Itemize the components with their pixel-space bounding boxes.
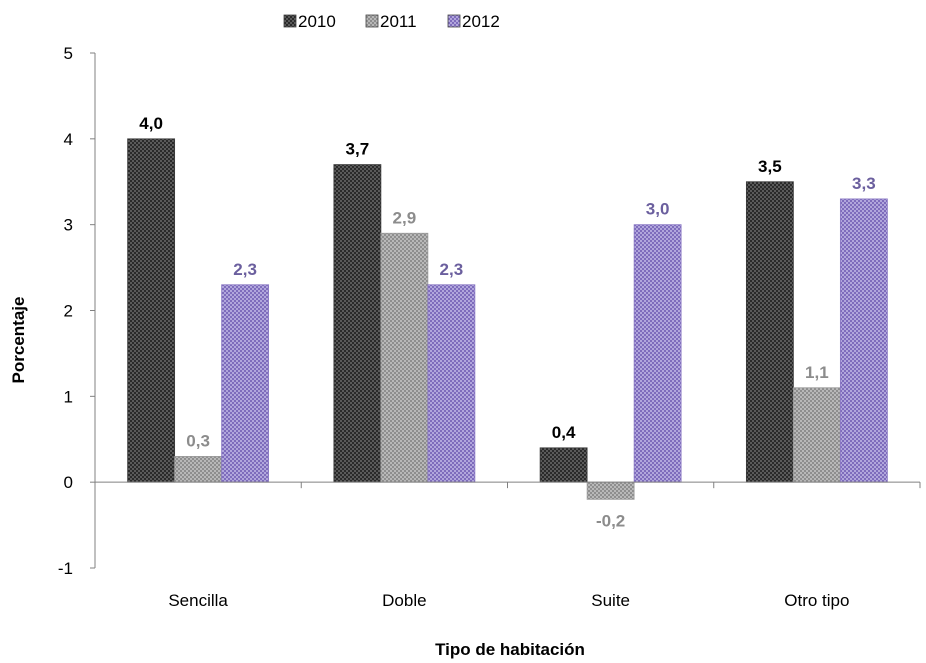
legend-swatch-2011 [365,14,379,28]
bar-2011 [586,481,635,500]
bar-2010 [745,181,794,483]
legend-swatch-2010 [283,14,297,28]
data-label-2011: 1,1 [805,363,829,382]
legend-label-2011: 2011 [380,12,417,31]
y-tick-label: -1 [58,559,73,578]
bar-2012 [221,284,270,483]
data-label-2010: 4,0 [139,114,163,133]
bar-2011 [174,456,223,483]
y-axis-title: Porcentaje [9,297,28,384]
data-label-2012: 3,3 [852,174,876,193]
bar-2011 [792,387,841,483]
data-labels: 4,0 0,3 2,3 3,7 2,9 2,3 0,4 -0,2 3,0 3,5 1,1 3,3 [139,114,876,530]
y-tick-label: 0 [64,473,73,492]
y-tick-label: 5 [64,44,73,63]
bars [127,138,888,500]
bar-2012 [633,224,682,483]
y-axis: -1 0 1 2 3 4 5 [58,44,96,578]
data-label-2010: 0,4 [552,423,576,442]
x-axis-title: Tipo de habitación [435,640,585,659]
y-tick-label: 3 [64,216,73,235]
bar-2011 [380,232,429,483]
data-label-2010: 3,5 [758,157,782,176]
legend-label-2012: 2012 [462,12,500,31]
y-tick-label: 4 [64,130,73,149]
x-axis: Sencilla Doble Suite Otro tipo [95,481,921,610]
legend-label-2010: 2010 [298,12,336,31]
data-label-2011: -0,2 [596,511,625,530]
y-tick-label: 1 [64,387,73,406]
x-tick-label: Doble [382,591,426,610]
legend-swatch-2012 [447,14,461,28]
bar-2010 [333,164,382,483]
data-label-2012: 2,3 [440,260,464,279]
data-label-2010: 3,7 [346,140,370,159]
data-label-2011: 2,9 [393,208,417,227]
x-tick-label: Sencilla [168,591,228,610]
x-tick-label: Otro tipo [784,591,849,610]
data-label-2012: 2,3 [233,260,257,279]
data-label-2011: 0,3 [186,431,210,450]
y-tick-label: 2 [64,302,73,321]
bar-2012 [427,284,476,483]
bar-2010 [127,138,176,483]
bar-2010 [539,447,588,483]
data-label-2012: 3,0 [646,200,670,219]
bar-2012 [839,198,888,483]
legend: 2010 2011 2012 [283,12,500,31]
x-tick-label: Suite [591,591,630,610]
